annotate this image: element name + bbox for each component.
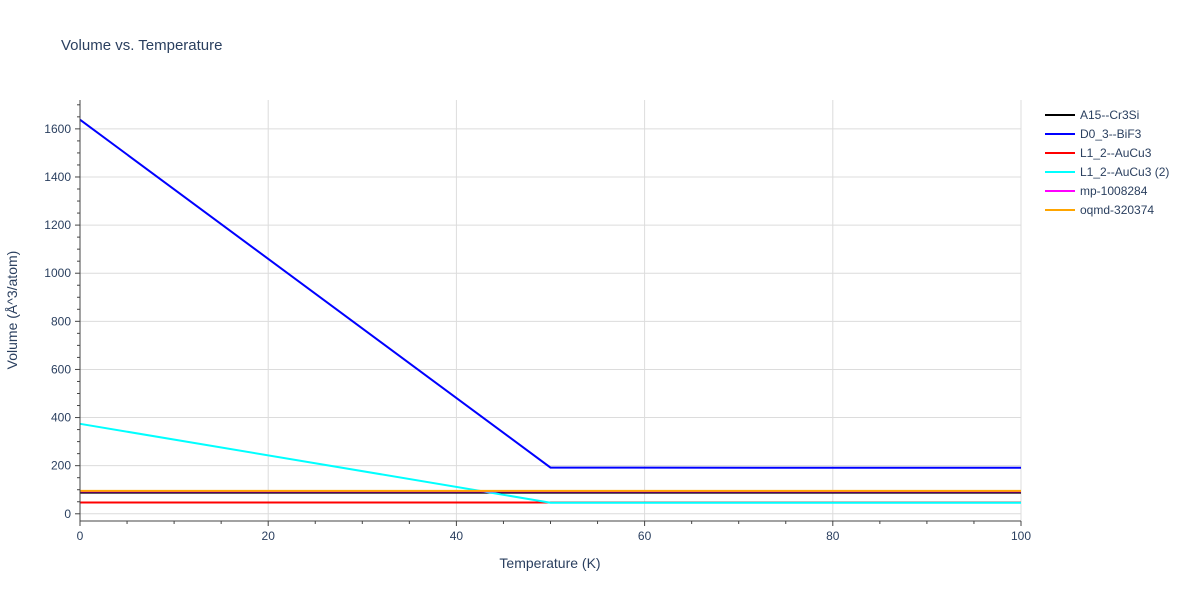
legend-label: D0_3--BiF3 (1080, 127, 1142, 141)
y-tick-label: 400 (51, 411, 71, 425)
legend-item[interactable]: A15--Cr3Si (1045, 108, 1139, 122)
series-line-l1-2-aucu3-2- (79, 422, 1021, 504)
x-tick-label: 20 (262, 529, 276, 543)
legend-label: oqmd-320374 (1080, 203, 1154, 217)
legend-item[interactable]: D0_3--BiF3 (1045, 127, 1142, 141)
y-tick-label: 800 (51, 314, 71, 328)
legend-item[interactable]: mp-1008284 (1045, 184, 1148, 198)
x-tick-label: 40 (450, 529, 464, 543)
x-tick-label: 80 (826, 529, 840, 543)
y-tick-label: 1000 (44, 266, 71, 280)
axes: 0 20 40 60 80 1000200400600800100012001400160… (44, 100, 1031, 543)
series-line-d0-3-bif3 (79, 118, 1022, 469)
x-tick-label: 0 (77, 529, 84, 543)
y-tick-label: 200 (51, 459, 71, 473)
legend-item[interactable]: L1_2--AuCu3 (1045, 146, 1152, 160)
y-tick-label: 600 (51, 362, 71, 376)
legend-label: L1_2--AuCu3 (1080, 146, 1152, 160)
legend[interactable]: A15--Cr3Si D0_3--BiF3 L1_2--AuCu3 L1_2--AuC… (1045, 108, 1169, 217)
grid (80, 100, 1022, 521)
y-tick-label: 1400 (44, 170, 71, 184)
chart-title: Volume vs. Temperature (61, 37, 222, 54)
y-tick-label: 1200 (44, 218, 71, 232)
x-tick-label: 100 (1011, 529, 1031, 543)
x-tick-label: 60 (638, 529, 652, 543)
y-tick-label: 1600 (44, 122, 71, 136)
legend-label: A15--Cr3Si (1080, 108, 1139, 122)
y-axis-title: Volume (Å^3/atom) (4, 251, 20, 370)
series-lines (79, 118, 1022, 504)
x-axis-title: Temperature (K) (499, 555, 600, 571)
y-tick-label: 0 (64, 507, 71, 521)
legend-item[interactable]: L1_2--AuCu3 (2) (1045, 165, 1169, 179)
legend-label: mp-1008284 (1080, 184, 1148, 198)
legend-item[interactable]: oqmd-320374 (1045, 203, 1154, 217)
legend-label: L1_2--AuCu3 (2) (1080, 165, 1169, 179)
